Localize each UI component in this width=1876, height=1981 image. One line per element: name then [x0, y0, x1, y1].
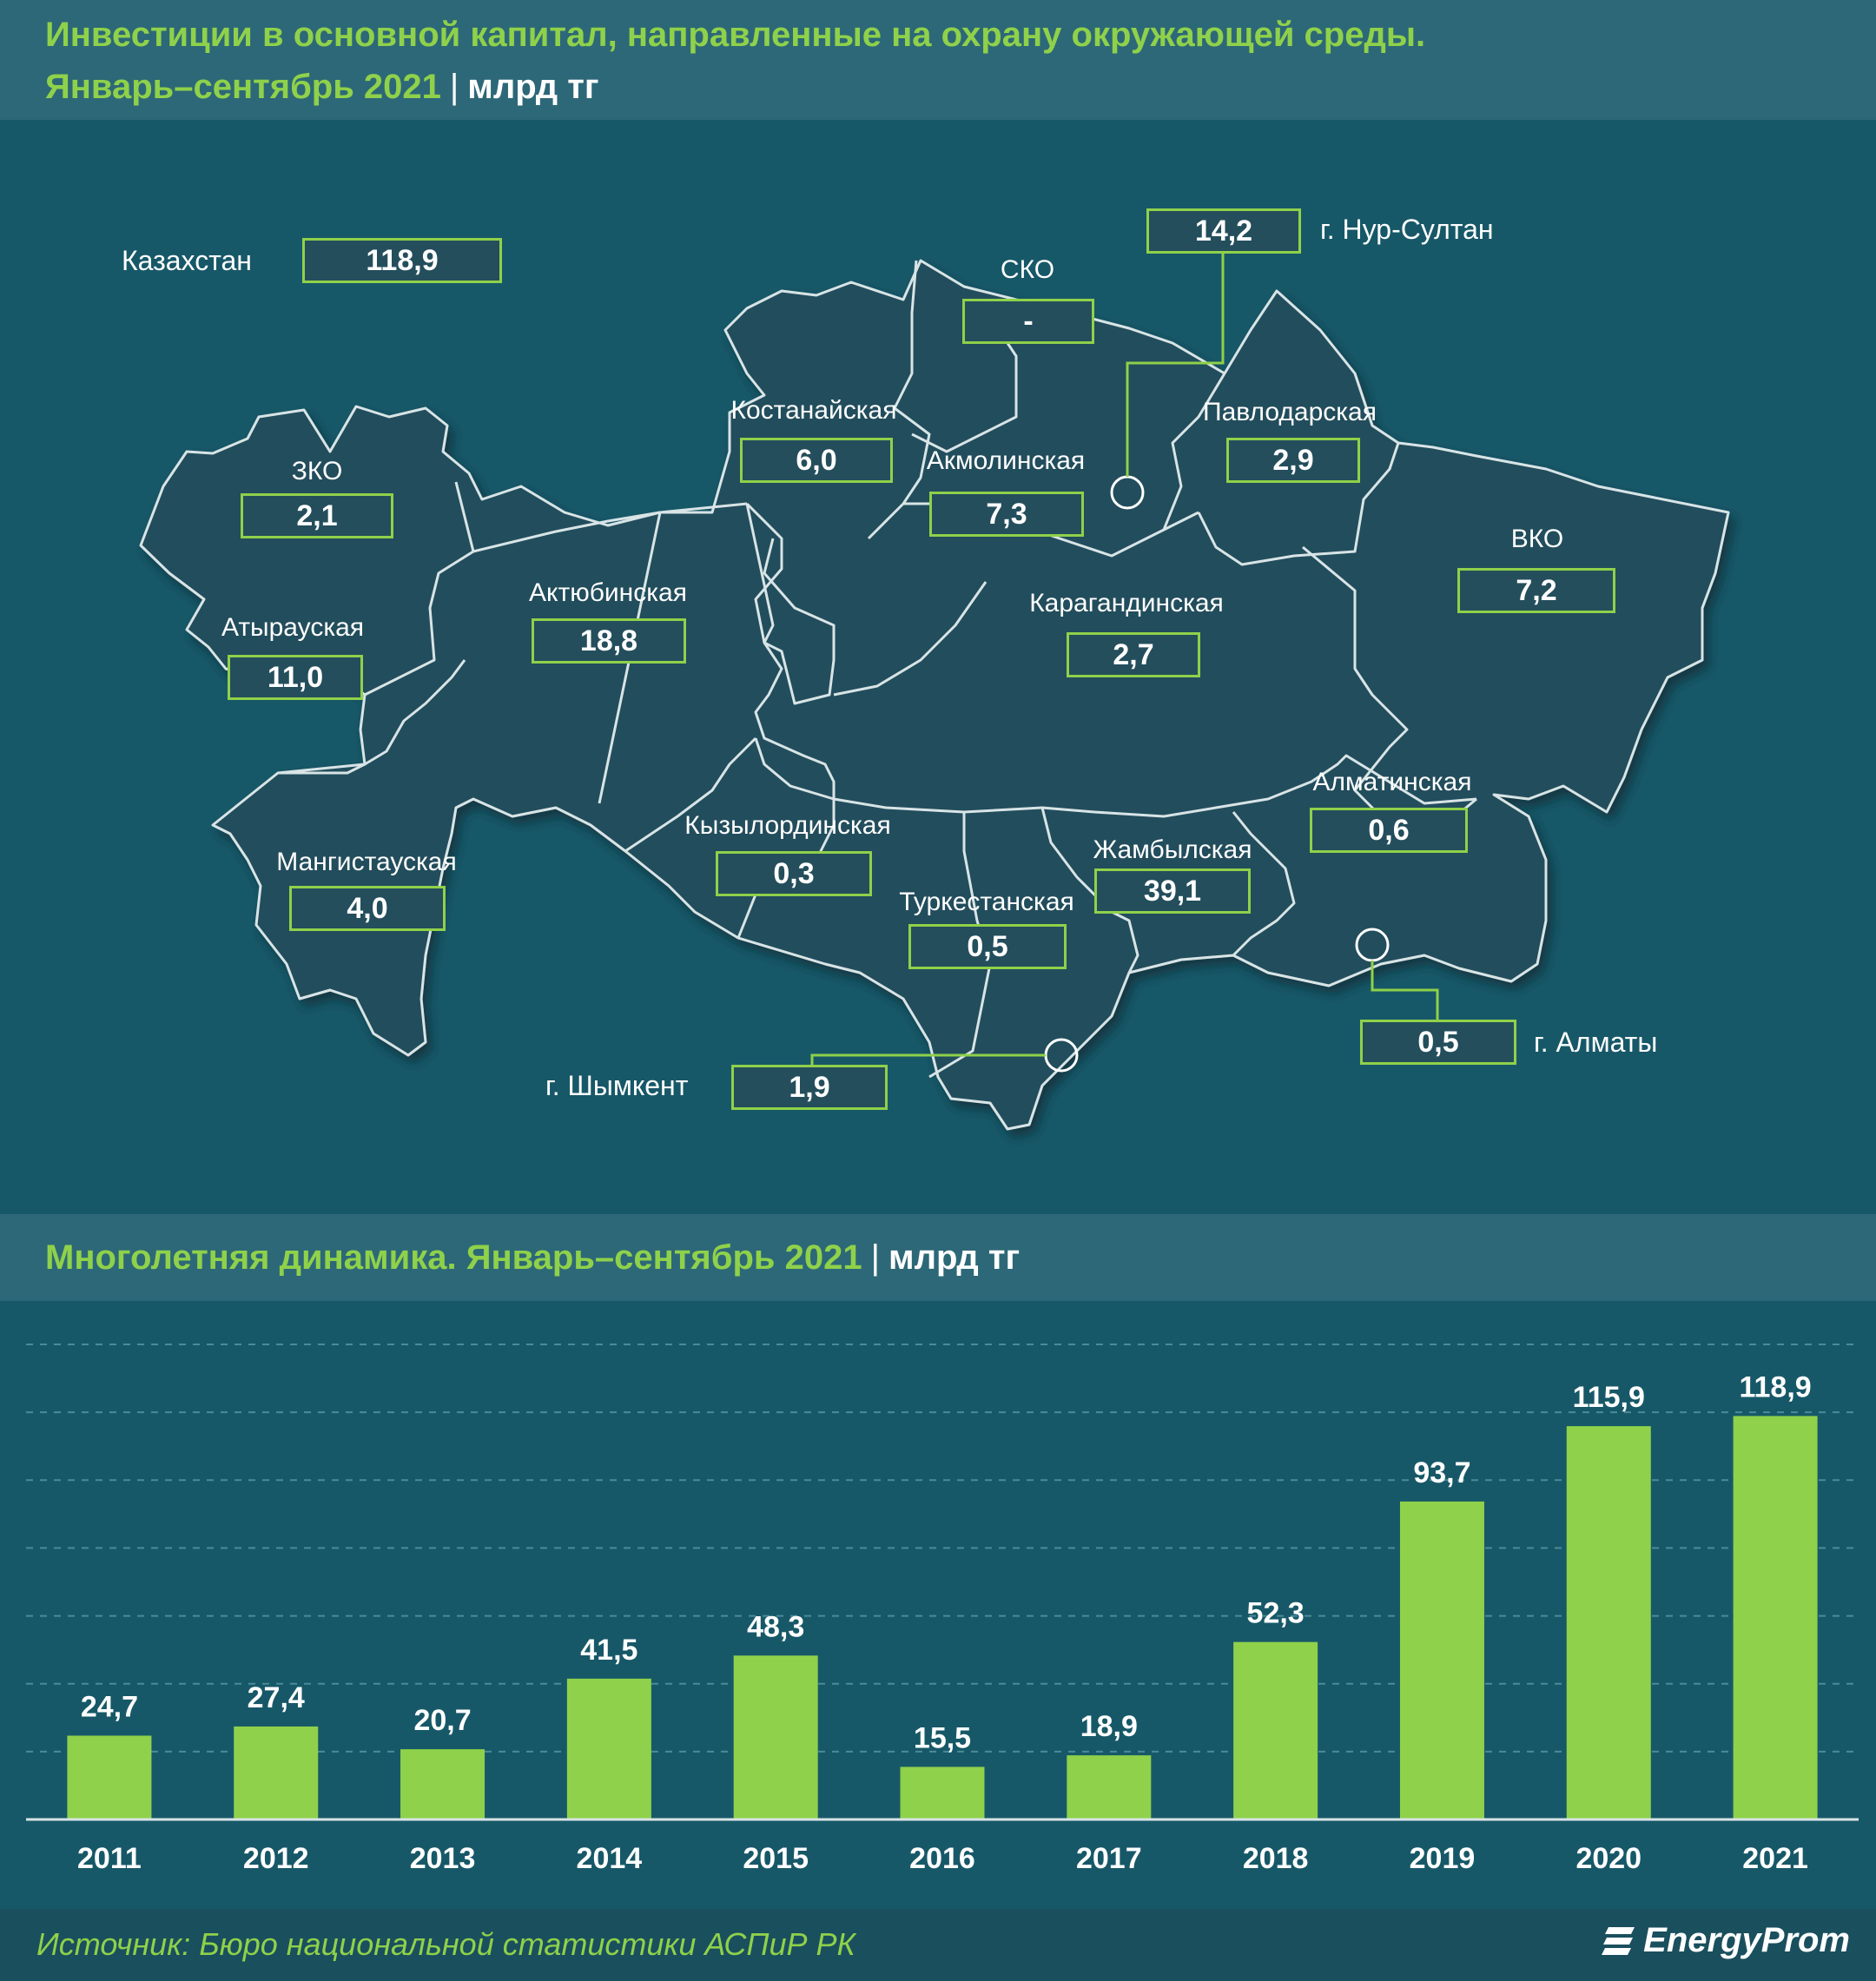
sko-value: - — [962, 299, 1094, 344]
bar-2021 — [1733, 1416, 1818, 1819]
dynamics-chart: 24,7 2011 27,4 2012 20,7 2013 41,5 2014 48,3 2015… — [0, 1301, 1876, 1909]
source-note: Источник: Бюро национальной статистики А… — [36, 1926, 855, 1962]
data-label-2012: 27,4 — [248, 1681, 305, 1714]
shymkent-label: г. Шымкент — [545, 1070, 689, 1101]
turkestan-label: Туркестанская — [899, 888, 1074, 916]
kyzylorda-label: Кызылординская — [684, 811, 891, 840]
akmola-label: Акмолинская — [926, 446, 1086, 475]
map-period: Январь–сентябрь 2021 — [45, 68, 441, 106]
almaty-city-value: 0,5 — [1360, 1020, 1516, 1065]
data-label-2017: 18,9 — [1080, 1710, 1138, 1743]
data-label-2015: 48,3 — [747, 1610, 804, 1643]
x-tick-2019: 2019 — [1410, 1842, 1476, 1875]
aktobe-label: Актюбинская — [529, 578, 687, 607]
atyrau-label: Атырауская — [221, 613, 365, 642]
bar-2011 — [67, 1735, 152, 1819]
nur-sultan-value: 14,2 — [1146, 208, 1301, 254]
pavlodar-value: 2,9 — [1226, 438, 1360, 483]
bar-2018 — [1233, 1641, 1318, 1819]
bar-2019 — [1399, 1501, 1484, 1819]
kostanay-label: Костанайская — [730, 396, 897, 425]
nur-sultan-label: г. Нур-Султан — [1320, 214, 1494, 245]
dynamics-unit: млрд тг — [888, 1238, 1021, 1277]
logo-text: EnergyProm — [1643, 1921, 1850, 1959]
turkestan-value: 0,5 — [908, 924, 1067, 969]
x-tick-2015: 2015 — [743, 1842, 809, 1875]
country-label: Казахстан — [122, 245, 252, 276]
zko-label: ЗКО — [291, 457, 343, 485]
data-label-2013: 20,7 — [413, 1704, 471, 1737]
vko-value: 7,2 — [1457, 568, 1615, 613]
almaty-city-label: г. Алматы — [1534, 1027, 1658, 1058]
bar-2015 — [733, 1655, 818, 1819]
x-tick-2011: 2011 — [77, 1842, 142, 1875]
almaty-leader — [1371, 961, 1439, 1020]
bar-chart-svg: 24,7 2011 27,4 2012 20,7 2013 41,5 2014 48,3 2015… — [26, 1344, 1859, 1875]
x-tick-2020: 2020 — [1575, 1842, 1642, 1875]
atyrau-value: 11,0 — [228, 655, 363, 700]
x-tick-2021: 2021 — [1742, 1842, 1808, 1875]
data-label-2020: 115,9 — [1573, 1381, 1645, 1414]
x-tick-2017: 2017 — [1076, 1842, 1142, 1875]
x-tick-2018: 2018 — [1243, 1842, 1309, 1875]
akmola-value: 7,3 — [929, 492, 1084, 537]
zhambyl-value: 39,1 — [1094, 868, 1251, 914]
footer: Источник: Бюро национальной статистики А… — [0, 1909, 1876, 1981]
dynamics-title: Многолетняя динамика. Январь–сентябрь 20… — [45, 1238, 862, 1277]
x-tick-2014: 2014 — [577, 1842, 643, 1875]
vko-label: ВКО — [1510, 525, 1564, 553]
data-label-2018: 52,3 — [1247, 1597, 1305, 1630]
dynamics-header: Многолетняя динамика. Январь–сентябрь 20… — [0, 1214, 1876, 1301]
mangystau-value: 4,0 — [289, 886, 446, 931]
bar-2014 — [566, 1678, 651, 1819]
zhambyl-label: Жамбылская — [1093, 835, 1252, 864]
zko-value: 2,1 — [241, 493, 393, 538]
map-subtitle: Январь–сентябрь 2021 | млрд тг — [45, 68, 599, 107]
karaganda-label: Карагандинская — [1029, 589, 1224, 617]
sko-label: СКО — [1000, 255, 1055, 284]
nur-sultan-leader — [1126, 254, 1225, 477]
mangystau-label: Мангистауская — [276, 848, 457, 876]
map-unit: млрд тг — [467, 68, 599, 106]
data-label-2014: 41,5 — [580, 1634, 637, 1667]
kostanay-value: 6,0 — [740, 438, 893, 483]
bar-2016 — [900, 1766, 985, 1819]
separator: | — [870, 1238, 880, 1277]
bar-2013 — [400, 1749, 486, 1819]
dynamics-title-line: Многолетняя динамика. Январь–сентябрь 20… — [45, 1238, 1020, 1278]
kazakhstan-map: Казахстан 118,9 14,2 г. Нур-Султан СКО -… — [0, 120, 1876, 1214]
shymkent-value: 1,9 — [731, 1065, 888, 1110]
logo-icon — [1602, 1926, 1635, 1955]
data-label-2021: 118,9 — [1739, 1370, 1811, 1403]
x-tick-2016: 2016 — [909, 1842, 975, 1875]
x-tick-2013: 2013 — [410, 1842, 476, 1875]
x-tick-2012: 2012 — [243, 1842, 309, 1875]
data-label-2011: 24,7 — [81, 1690, 138, 1723]
kyzylorda-value: 0,3 — [716, 851, 872, 896]
map-title: Инвестиции в основной капитал, направлен… — [45, 16, 1426, 54]
pavlodar-label: Павлодарская — [1203, 398, 1377, 426]
almaty-obl-value: 0,6 — [1310, 808, 1468, 853]
map-outline — [139, 259, 1730, 1131]
map-header: Инвестиции в основной капитал, направлен… — [0, 0, 1876, 120]
energyprom-logo: EnergyProm — [1600, 1921, 1850, 1960]
bar-2012 — [234, 1726, 319, 1819]
karaganda-value: 2,7 — [1067, 632, 1200, 677]
data-label-2016: 15,5 — [914, 1721, 971, 1754]
bar-2020 — [1566, 1426, 1651, 1819]
separator: | — [449, 68, 459, 106]
country-value: 118,9 — [302, 238, 502, 283]
almaty-obl-label: Алматинская — [1312, 768, 1472, 796]
data-label-2019: 93,7 — [1413, 1456, 1470, 1489]
bar-2017 — [1067, 1755, 1152, 1819]
aktobe-value: 18,8 — [532, 618, 686, 664]
